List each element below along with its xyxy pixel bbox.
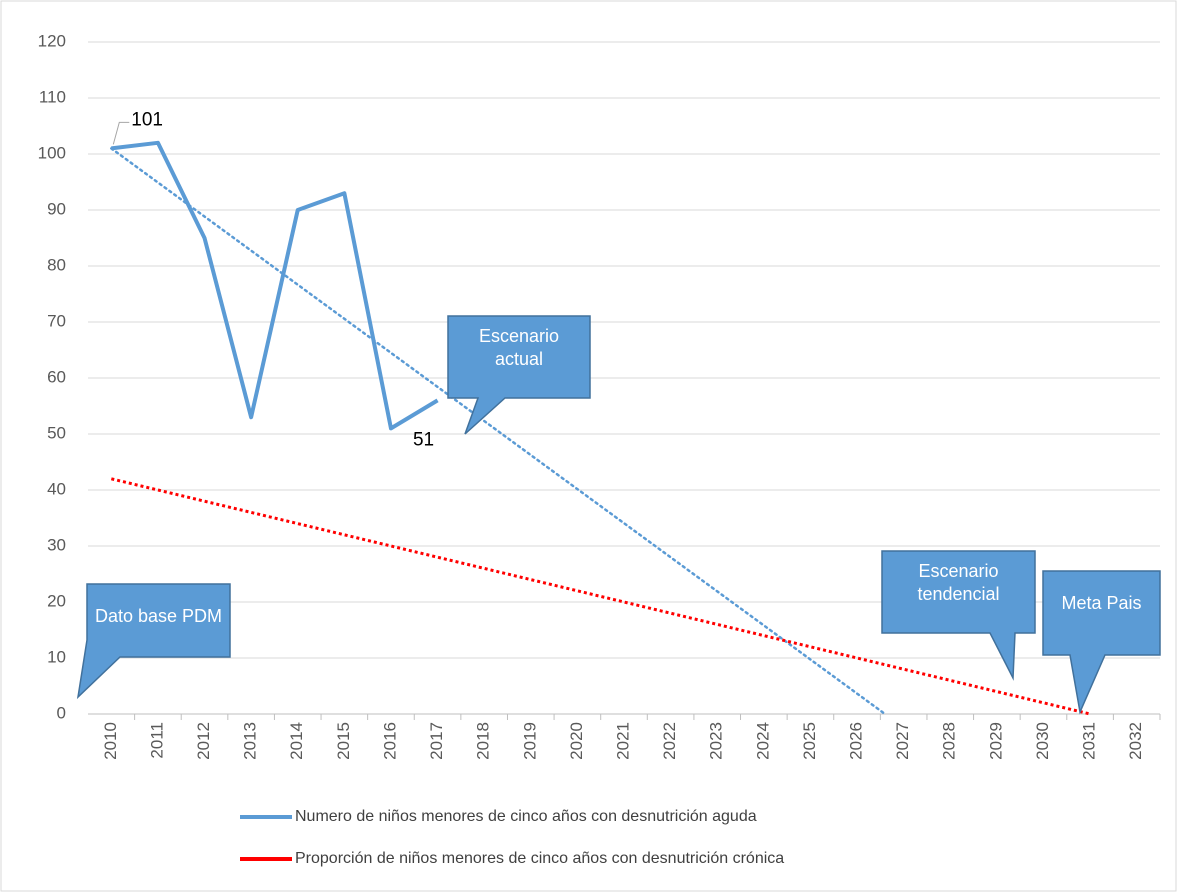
y-tick-label: 10 bbox=[47, 647, 66, 666]
y-tick-label: 70 bbox=[47, 311, 66, 330]
x-tick-label: 2015 bbox=[334, 722, 353, 760]
x-tick-label: 2018 bbox=[474, 722, 493, 760]
y-tick-label: 0 bbox=[57, 703, 66, 722]
x-tick-label: 2028 bbox=[940, 722, 959, 760]
x-tick-label: 2020 bbox=[567, 722, 586, 760]
y-tick-label: 30 bbox=[47, 535, 66, 554]
x-tick-label: 2027 bbox=[893, 722, 912, 760]
x-tick-label: 2013 bbox=[241, 722, 260, 760]
callout-text: Escenario actual bbox=[478, 326, 560, 369]
data-label: 51 bbox=[413, 429, 434, 450]
y-tick-label: 40 bbox=[47, 479, 66, 498]
y-tick-label: 50 bbox=[47, 423, 66, 442]
callout bbox=[447, 315, 591, 435]
legend-label: Proporción de niños menores de cinco año… bbox=[295, 850, 784, 867]
x-tick-label: 2030 bbox=[1033, 722, 1052, 760]
label-leader bbox=[112, 121, 130, 145]
x-tick-label: 2014 bbox=[287, 722, 306, 760]
series-line bbox=[111, 140, 439, 431]
x-tick-label: 2010 bbox=[101, 722, 120, 760]
legend-label: Numero de niños menores de cinco años co… bbox=[295, 808, 757, 825]
x-tick-label: 2023 bbox=[707, 722, 726, 760]
callout bbox=[76, 583, 231, 700]
data-label: 101 bbox=[131, 109, 163, 130]
x-tick-label: 2025 bbox=[800, 722, 819, 760]
y-tick-label: 110 bbox=[39, 87, 66, 106]
callout-text-box: Escenario tendencial bbox=[917, 561, 1000, 604]
x-tick-label: 2032 bbox=[1126, 722, 1145, 760]
y-tick-label: 80 bbox=[47, 255, 66, 274]
trendline bbox=[110, 147, 887, 716]
x-tick-label: 2029 bbox=[986, 722, 1005, 760]
callout-text-box: Escenario actual bbox=[478, 326, 560, 369]
x-tick-label: 2021 bbox=[613, 722, 632, 760]
callout-text: Escenario tendencial bbox=[917, 561, 1000, 604]
x-tick-label: 2012 bbox=[194, 722, 213, 760]
x-tick-label: 2011 bbox=[147, 722, 166, 759]
x-tick-label: 2031 bbox=[1080, 722, 1099, 760]
x-tick-label: 2019 bbox=[520, 722, 539, 760]
x-tick-label: 2022 bbox=[660, 722, 679, 760]
callout-text-box: Meta Pais bbox=[1061, 592, 1142, 613]
callout-text-box: Dato base PDM bbox=[94, 605, 223, 626]
y-tick-label: 20 bbox=[47, 591, 66, 610]
x-tick-label: 2016 bbox=[380, 722, 399, 760]
y-tick-label: 100 bbox=[38, 143, 66, 162]
callout-text: Dato base PDM bbox=[94, 605, 223, 626]
y-tick-label: 60 bbox=[47, 367, 66, 386]
x-tick-label: 2024 bbox=[753, 722, 772, 760]
y-tick-label: 90 bbox=[47, 199, 66, 218]
x-tick-label: 2026 bbox=[847, 722, 866, 760]
y-tick-label: 120 bbox=[38, 31, 66, 50]
callout bbox=[1042, 570, 1161, 715]
x-tick-label: 2017 bbox=[427, 722, 446, 760]
callout bbox=[881, 550, 1036, 681]
callout-text: Meta Pais bbox=[1061, 592, 1142, 613]
